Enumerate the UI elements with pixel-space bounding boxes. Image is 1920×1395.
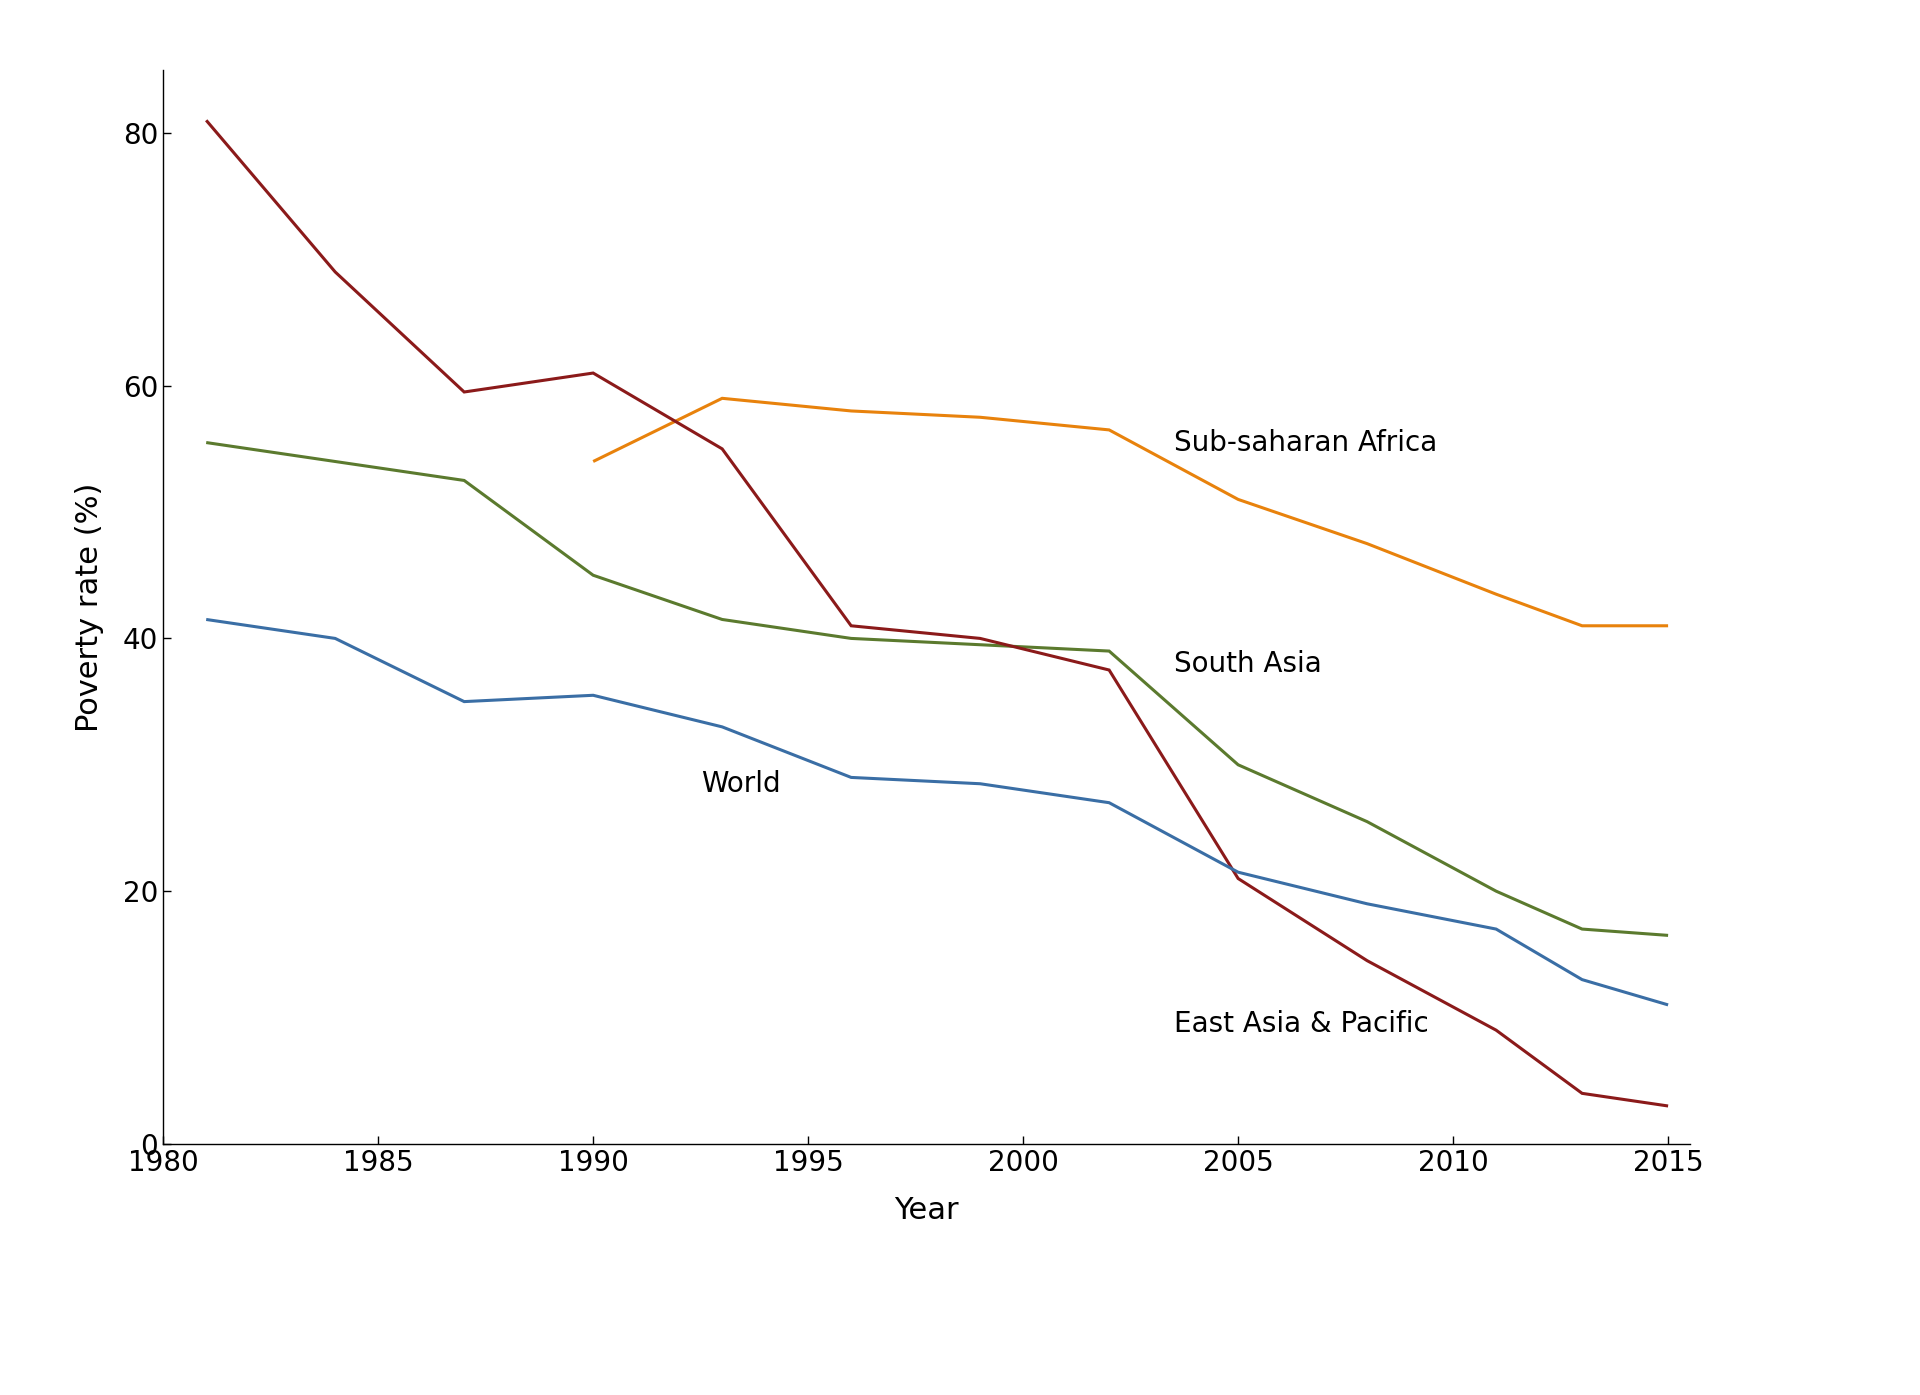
Text: East Asia & Pacific: East Asia & Pacific: [1173, 1010, 1428, 1038]
Y-axis label: Poverty rate (%): Poverty rate (%): [75, 483, 104, 731]
X-axis label: Year: Year: [895, 1196, 958, 1225]
Text: South Asia: South Asia: [1173, 650, 1321, 678]
Text: World: World: [701, 770, 780, 798]
Text: Sub-saharan Africa: Sub-saharan Africa: [1173, 428, 1436, 456]
